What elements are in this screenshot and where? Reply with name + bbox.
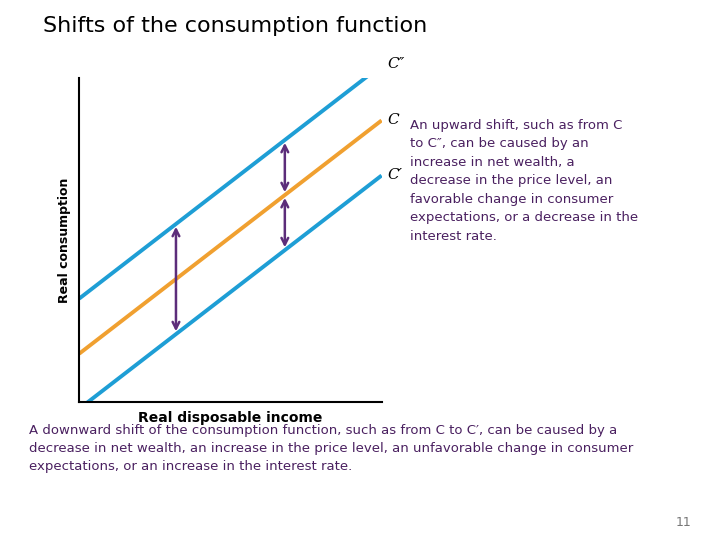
Text: C: C (387, 112, 400, 126)
Text: Shifts of the consumption function: Shifts of the consumption function (43, 16, 428, 36)
Text: C′: C′ (387, 167, 402, 181)
Text: 11: 11 (675, 516, 691, 529)
Text: C″: C″ (387, 57, 405, 71)
Text: A downward shift of the consumption function, such as from C to C′, can be cause: A downward shift of the consumption func… (29, 424, 633, 473)
X-axis label: Real disposable income: Real disposable income (138, 410, 323, 424)
Y-axis label: Real consumption: Real consumption (58, 178, 71, 303)
Text: An upward shift, such as from C
to C″, can be caused by an
increase in net wealt: An upward shift, such as from C to C″, c… (410, 119, 639, 243)
